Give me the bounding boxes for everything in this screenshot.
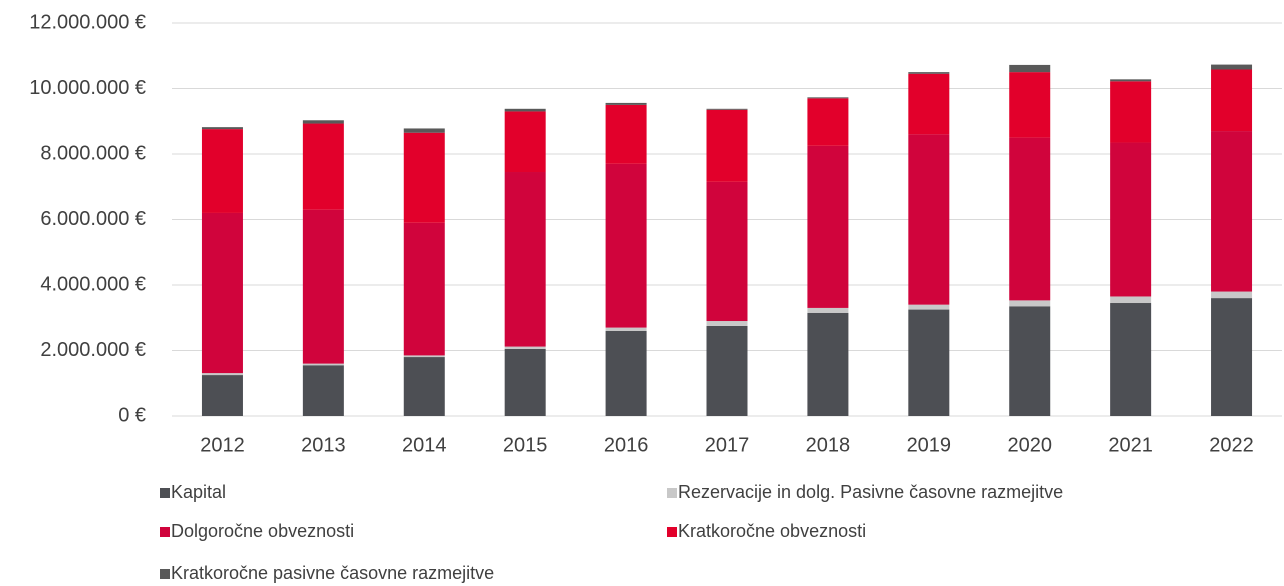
bar-segment	[302, 365, 344, 416]
bar-segment	[908, 309, 950, 416]
bar-segment	[807, 307, 849, 313]
y-tick-label: 10.000.000 €	[29, 77, 146, 99]
x-tick-label: 2020	[1007, 434, 1052, 456]
x-tick-label: 2015	[503, 434, 548, 456]
bar-segment	[807, 97, 849, 99]
x-tick-label: 2013	[301, 434, 346, 456]
bar-segment	[201, 373, 243, 376]
bar-segment	[605, 104, 647, 164]
bar-segment	[807, 312, 849, 416]
bar-segment	[1009, 72, 1051, 138]
bar-segment	[706, 109, 748, 182]
legend-swatch	[667, 488, 677, 498]
bar-segment	[706, 321, 748, 326]
x-tick-label: 2021	[1108, 434, 1153, 456]
bar-segment	[504, 348, 546, 416]
bar-segment	[1009, 64, 1051, 73]
bar-segment	[706, 108, 748, 110]
x-tick-label: 2014	[402, 434, 447, 456]
bar-segment	[403, 355, 445, 358]
bar-segment	[302, 209, 344, 364]
x-tick-label: 2019	[907, 434, 952, 456]
legend-swatch	[667, 527, 677, 537]
bar-segment	[1211, 298, 1253, 416]
legend-label: Dolgoročne obveznosti	[171, 521, 354, 541]
bar-segment	[201, 375, 243, 416]
bar-segment	[1009, 306, 1051, 416]
bar-segment	[908, 134, 950, 305]
bar-segment	[908, 73, 950, 135]
bar-segment	[302, 363, 344, 366]
bar-segment	[403, 128, 445, 133]
legend-swatch	[160, 569, 170, 579]
bar-segment	[605, 102, 647, 105]
bar-segment	[1110, 79, 1152, 82]
y-tick-label: 8.000.000 €	[40, 142, 146, 164]
legend-label: Kratkoročne obveznosti	[678, 521, 866, 541]
x-tick-label: 2022	[1209, 434, 1254, 456]
bar-segment	[1009, 300, 1051, 307]
bar-segment	[1110, 142, 1152, 297]
bar-segment	[403, 222, 445, 356]
bar-segment	[302, 120, 344, 124]
bar-segment	[1211, 291, 1253, 299]
bar-segment	[1009, 137, 1051, 301]
x-tick-label: 2017	[705, 434, 750, 456]
bar-segment	[706, 181, 748, 322]
bar-segment	[504, 108, 546, 112]
bar-segment	[1211, 64, 1253, 70]
y-tick-label: 12.000.000 €	[29, 11, 146, 33]
bar-segment	[302, 123, 344, 210]
legend-label: Kapital	[171, 482, 226, 502]
bar-segment	[1110, 303, 1152, 416]
bar-segment	[1110, 81, 1152, 143]
legend-label: Kratkoročne pasivne časovne razmejitve	[171, 563, 494, 583]
bar-segment	[605, 327, 647, 331]
bar-segment	[807, 98, 849, 146]
bar-segment	[706, 325, 748, 416]
x-tick-label: 2012	[200, 434, 245, 456]
bar-segment	[504, 346, 546, 349]
bar-segment	[807, 145, 849, 308]
bar-segment	[1110, 296, 1152, 304]
legend-label: Rezervacije in dolg. Pasivne časovne raz…	[678, 482, 1063, 502]
bar-segment	[504, 111, 546, 173]
bar-segment	[908, 304, 950, 310]
legend-swatch	[160, 488, 170, 498]
y-tick-label: 0 €	[118, 404, 146, 426]
bar-segment	[1211, 131, 1253, 292]
bar-segment	[605, 163, 647, 328]
bar-segment	[201, 129, 243, 213]
bar-segment	[201, 127, 243, 130]
bar-segment	[1211, 69, 1253, 132]
y-tick-label: 6.000.000 €	[40, 208, 146, 230]
bar-segment	[201, 212, 243, 374]
bar-segment	[605, 330, 647, 416]
y-tick-label: 2.000.000 €	[40, 339, 146, 361]
bar-segment	[504, 172, 546, 347]
bar-segment	[908, 72, 950, 74]
x-tick-label: 2018	[806, 434, 851, 456]
y-tick-label: 4.000.000 €	[40, 273, 146, 295]
x-tick-label: 2016	[604, 434, 649, 456]
bar-segment	[403, 357, 445, 416]
legend-swatch	[160, 527, 170, 537]
bar-segment	[403, 132, 445, 223]
